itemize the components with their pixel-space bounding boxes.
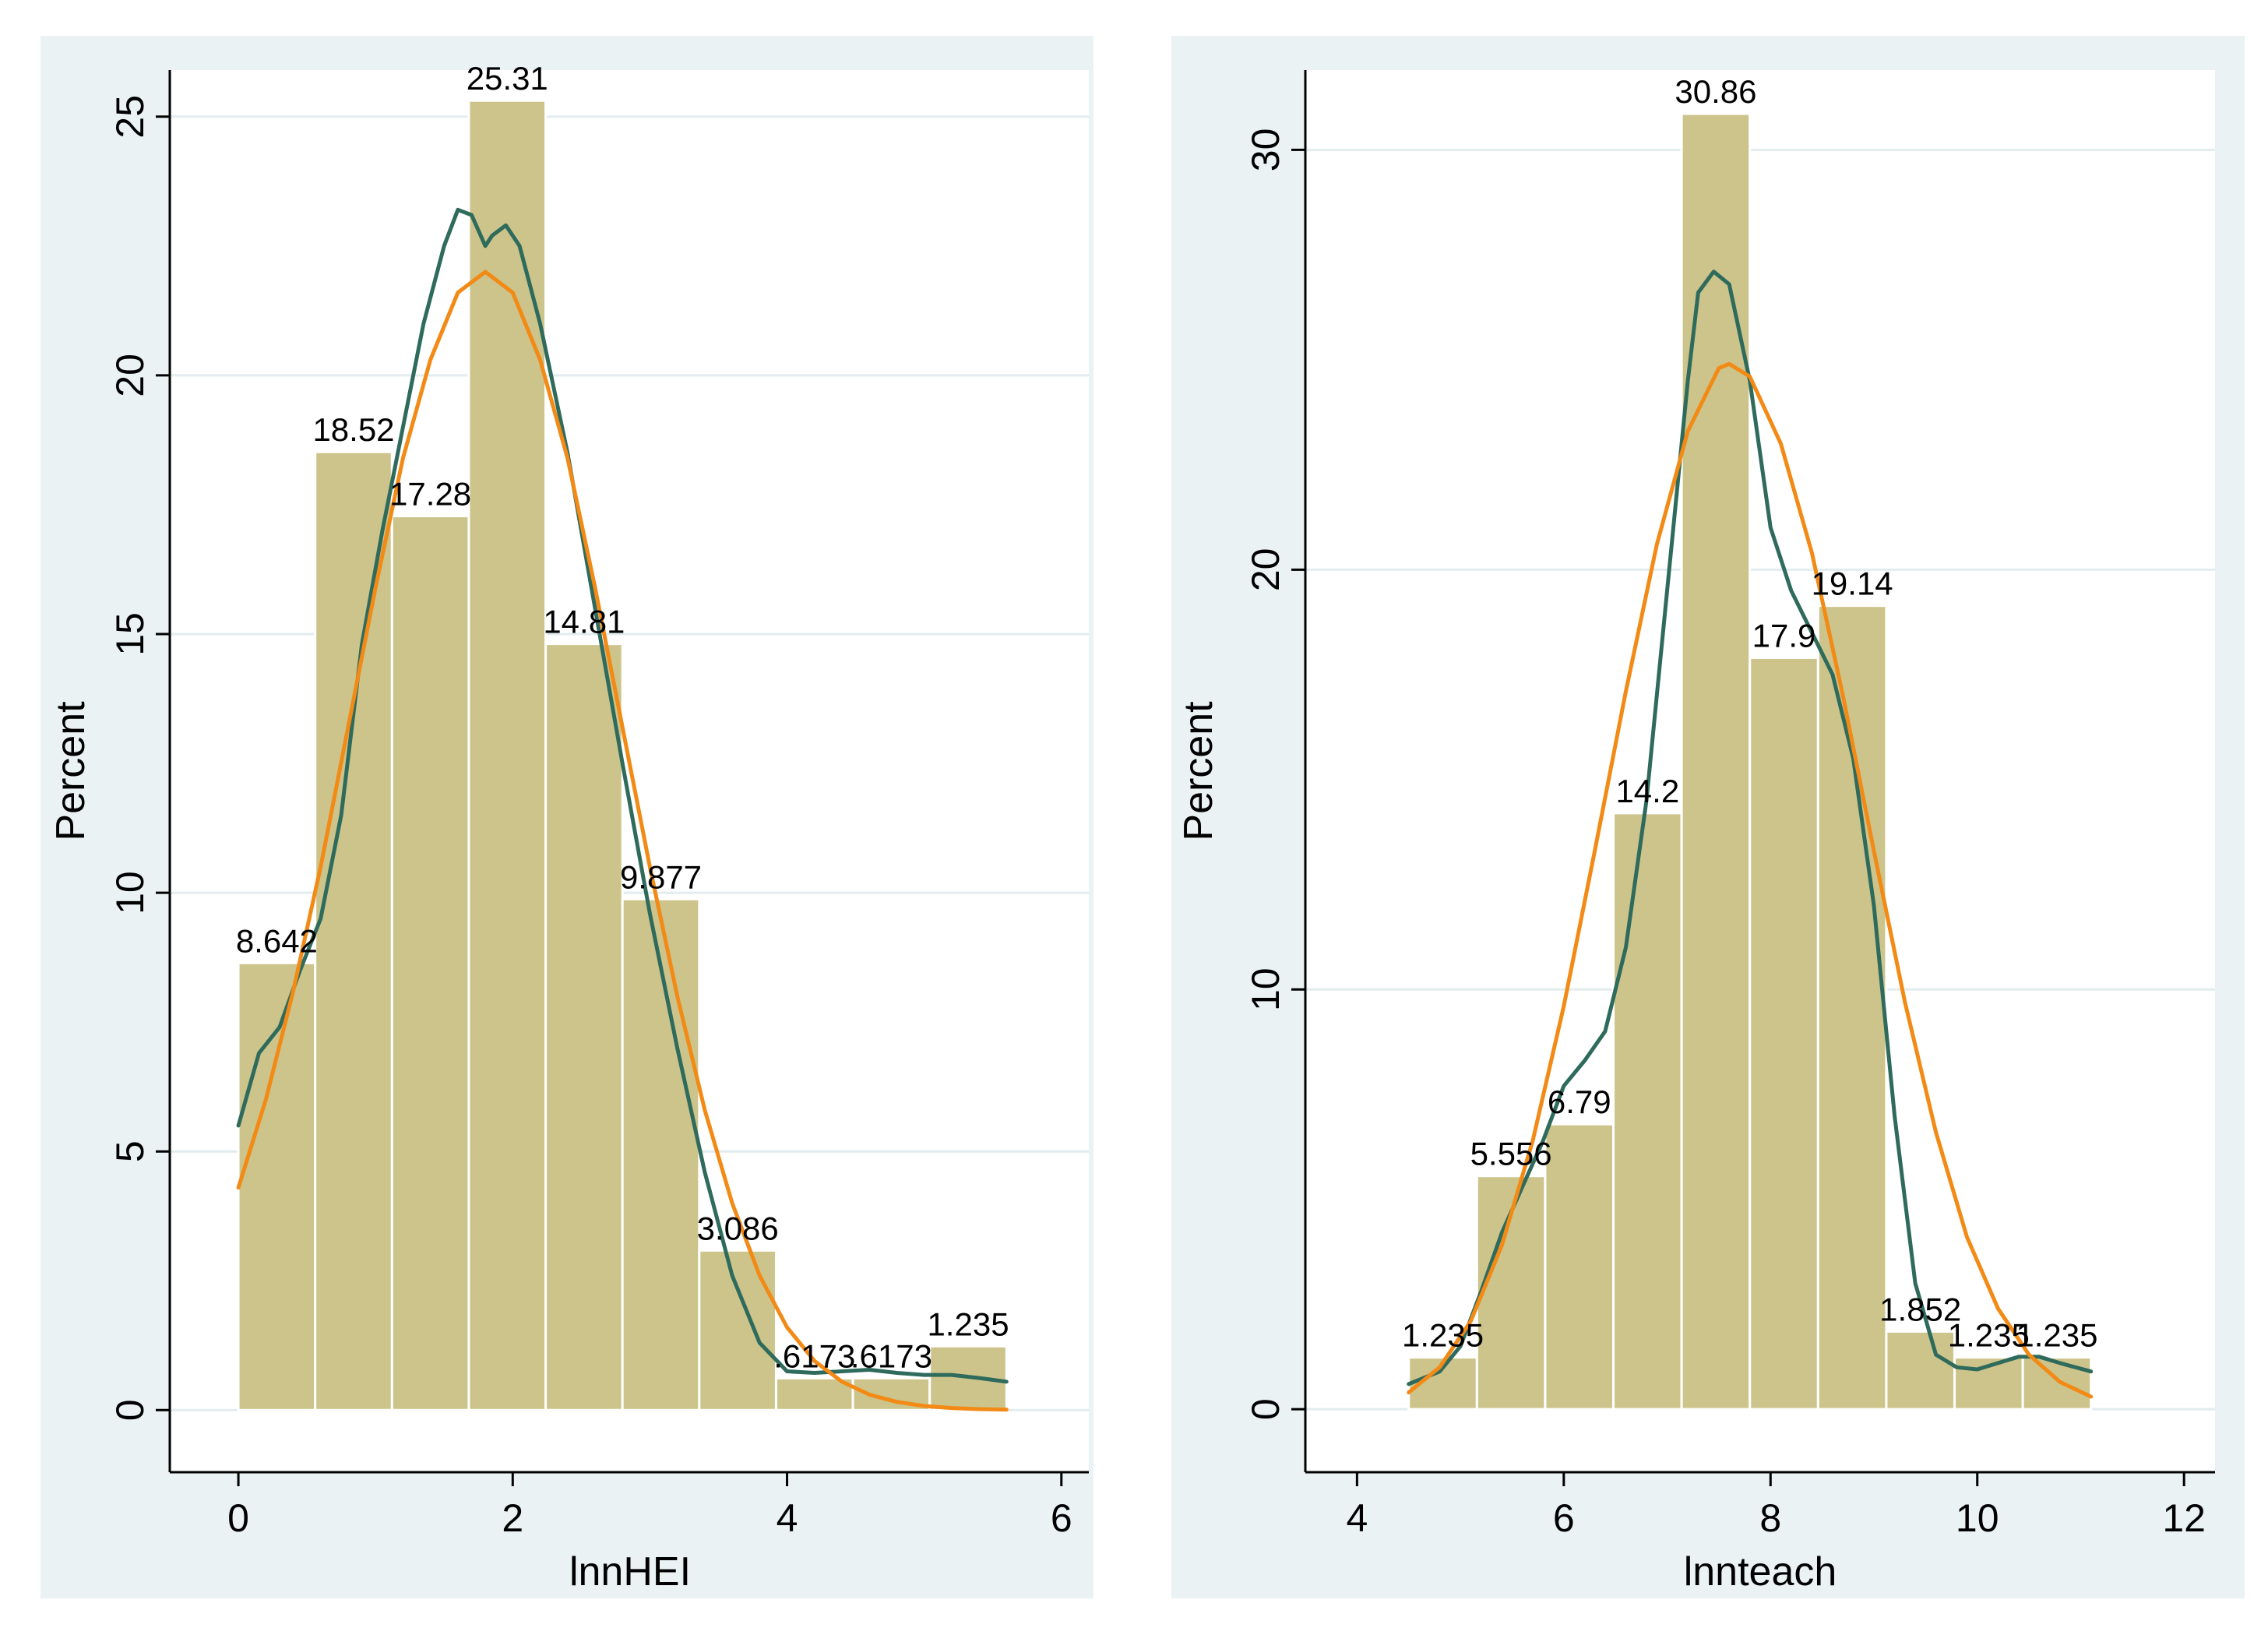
bar-6 bbox=[698, 1249, 777, 1411]
bar-value-label-0: 1.235 bbox=[1402, 1317, 1484, 1354]
axes: 0 10 20 30 4 6 8 10 12 bbox=[1244, 70, 2215, 1540]
y-tick-label-20: 20 bbox=[1244, 548, 1287, 592]
bar-value-label-9: 1.235 bbox=[2016, 1317, 2097, 1354]
y-tick-label-10: 10 bbox=[108, 871, 152, 914]
x-tick-label-6: 6 bbox=[1553, 1496, 1575, 1540]
bar-value-label-3: 25.31 bbox=[467, 60, 548, 97]
bar-4 bbox=[1680, 112, 1752, 1411]
x-axis-title: lnnHEI bbox=[569, 1549, 691, 1594]
y-tick-label-20: 20 bbox=[108, 354, 152, 397]
y-axis-title: Percent bbox=[48, 701, 93, 841]
bar-value-label-8: 1.235 bbox=[1948, 1317, 2030, 1354]
bar-value-labels: 8.642 18.52 17.28 25.31 14.81 9.877 3.086 .6173… bbox=[236, 60, 1009, 1374]
y-tick-label-30: 30 bbox=[1244, 129, 1287, 172]
y-tick-label-0: 0 bbox=[1244, 1398, 1287, 1420]
histogram-panel-lnnhei: 8.642 18.52 17.28 25.31 14.81 9.877 3.086 .6173… bbox=[40, 36, 1094, 1598]
bar-value-label-6: 3.086 bbox=[697, 1210, 779, 1246]
bar-value-label-5: 9.877 bbox=[620, 858, 702, 895]
x-tick-label-6: 6 bbox=[1051, 1496, 1072, 1540]
bar-value-label-6: 19.14 bbox=[1812, 566, 1893, 602]
y-tick-label-10: 10 bbox=[1244, 967, 1287, 1011]
bar-5 bbox=[621, 897, 701, 1411]
bar-value-label-5: 17.9 bbox=[1752, 617, 1816, 654]
axes: 0 5 10 15 20 25 0 2 4 6 bbox=[108, 70, 1089, 1540]
bar-4 bbox=[544, 643, 624, 1411]
bar-9 bbox=[2021, 1356, 2093, 1411]
x-tick-label-4: 4 bbox=[1346, 1496, 1368, 1540]
y-axis-title: Percent bbox=[1176, 701, 1221, 841]
bar-5 bbox=[1749, 656, 1819, 1411]
bars bbox=[237, 99, 1008, 1411]
bar-value-label-9: 1.235 bbox=[927, 1306, 1009, 1342]
bar-2 bbox=[390, 515, 470, 1411]
bar-value-label-4: 14.81 bbox=[543, 604, 625, 640]
bar-value-label-0: 8.642 bbox=[236, 922, 318, 959]
x-tick-label-10: 10 bbox=[1956, 1496, 1999, 1540]
x-axis-title: lnnteach bbox=[1684, 1549, 1837, 1594]
bar-3 bbox=[467, 99, 548, 1411]
normal-density-line bbox=[236, 270, 1009, 1412]
histogram-panel-lnnteach: 1.2355.5566.7914.230.8617.919.141.8521.2… bbox=[1171, 36, 2245, 1598]
kernel-density-line bbox=[1407, 270, 2094, 1387]
bar-value-label-2: 6.79 bbox=[1548, 1084, 1611, 1120]
y-tick-label-15: 15 bbox=[108, 612, 152, 656]
normal-density-line bbox=[1407, 361, 2094, 1399]
y-tick-label-5: 5 bbox=[108, 1140, 152, 1162]
x-tick-label-0: 0 bbox=[227, 1496, 249, 1540]
x-tick-label-8: 8 bbox=[1759, 1496, 1781, 1540]
bar-value-label-1: 18.52 bbox=[312, 411, 394, 448]
bar-value-label-1: 5.556 bbox=[1470, 1136, 1552, 1172]
bar-1 bbox=[314, 450, 393, 1411]
bar-value-labels: 1.2355.5566.7914.230.8617.919.141.8521.2… bbox=[1402, 73, 2098, 1354]
x-tick-label-4: 4 bbox=[777, 1496, 798, 1540]
y-tick-label-25: 25 bbox=[108, 95, 152, 139]
density-curves bbox=[1407, 270, 2094, 1399]
y-tick-label-0: 0 bbox=[108, 1399, 152, 1421]
bar-value-label-2: 17.28 bbox=[389, 476, 471, 513]
density-curves bbox=[236, 207, 1009, 1412]
bar-value-label-3: 14.2 bbox=[1615, 773, 1679, 809]
bar-7 bbox=[774, 1376, 854, 1411]
bar-6 bbox=[1816, 604, 1888, 1411]
bar-2 bbox=[1544, 1122, 1615, 1411]
bar-7 bbox=[1885, 1330, 1956, 1411]
bar-value-label-4: 30.86 bbox=[1675, 73, 1756, 110]
bar-value-label-8: .6173 bbox=[850, 1337, 932, 1374]
bar-3 bbox=[1612, 812, 1683, 1411]
x-tick-label-12: 12 bbox=[2162, 1496, 2206, 1540]
x-tick-label-2: 2 bbox=[502, 1496, 523, 1540]
bar-value-label-7: 1.852 bbox=[1879, 1291, 1961, 1327]
bar-value-label-7: .6173 bbox=[773, 1337, 855, 1374]
